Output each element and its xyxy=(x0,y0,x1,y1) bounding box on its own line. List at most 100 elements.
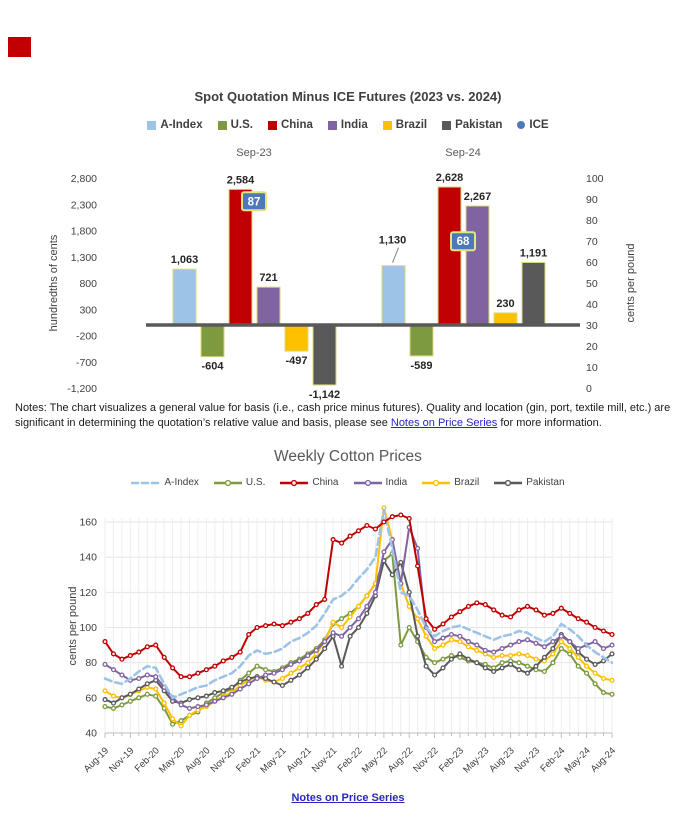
svg-text:Aug-21: Aug-21 xyxy=(284,745,313,774)
svg-text:-604: -604 xyxy=(201,361,224,373)
svg-text:60: 60 xyxy=(85,692,97,704)
svg-text:80: 80 xyxy=(586,215,598,227)
svg-text:May-21: May-21 xyxy=(258,745,288,775)
line-chart-legend: A-Index U.S. China India Brazil Pakistan xyxy=(0,477,696,488)
legend-label: Pakistan xyxy=(455,119,503,131)
svg-text:Aug-24: Aug-24 xyxy=(589,745,618,774)
svg-text:230: 230 xyxy=(496,298,514,310)
svg-text:Feb-23: Feb-23 xyxy=(437,745,466,774)
svg-text:40: 40 xyxy=(586,299,598,311)
svg-text:cents per pound: cents per pound xyxy=(625,244,637,323)
svg-text:Aug-20: Aug-20 xyxy=(183,745,212,774)
legend-label: Brazil xyxy=(454,477,480,488)
svg-text:Aug-22: Aug-22 xyxy=(386,745,415,774)
legend-line-sample xyxy=(213,479,242,486)
svg-text:Nov-23: Nov-23 xyxy=(513,745,542,774)
svg-text:Feb-20: Feb-20 xyxy=(133,745,162,774)
svg-text:-589: -589 xyxy=(410,360,432,372)
svg-text:2,800: 2,800 xyxy=(71,173,97,185)
legend-item-a-index: A-Index xyxy=(131,477,199,488)
legend-item-pakistan: Pakistan xyxy=(493,477,565,488)
svg-text:20: 20 xyxy=(586,341,598,353)
svg-text:300: 300 xyxy=(79,304,97,316)
legend-label: Pakistan xyxy=(526,477,565,488)
svg-text:721: 721 xyxy=(259,272,277,284)
svg-text:-497: -497 xyxy=(285,355,307,367)
legend-item-brazil: Brazil xyxy=(382,119,428,131)
legend-item-a-index: A-Index xyxy=(147,119,203,131)
legend-item-india: India xyxy=(327,119,368,131)
notes-text: Notes: The chart visualizes a general va… xyxy=(15,401,683,431)
svg-text:May-23: May-23 xyxy=(461,745,491,775)
legend-item-china: China xyxy=(267,119,313,131)
line-chart-canvas: 406080100120140160Aug-19Nov-19Feb-20May-… xyxy=(67,505,618,776)
notes-price-series-link[interactable]: Notes on Price Series xyxy=(390,417,498,430)
svg-text:100: 100 xyxy=(586,173,604,185)
svg-text:May-20: May-20 xyxy=(157,745,187,775)
svg-text:Nov-19: Nov-19 xyxy=(107,745,136,774)
notes-suffix: for more information. xyxy=(497,417,602,430)
legend-swatch xyxy=(442,120,452,130)
legend-swatch xyxy=(267,120,277,130)
svg-text:800: 800 xyxy=(79,278,97,290)
svg-text:1,130: 1,130 xyxy=(379,235,407,247)
svg-text:2,300: 2,300 xyxy=(71,199,97,211)
svg-text:Feb-24: Feb-24 xyxy=(538,745,567,774)
svg-text:-1,142: -1,142 xyxy=(309,389,340,401)
svg-text:2,584: 2,584 xyxy=(227,174,255,186)
svg-text:160: 160 xyxy=(79,517,97,529)
legend-item-u-s-: U.S. xyxy=(213,477,265,488)
bar-chart-title: Spot Quotation Minus ICE Futures (2023 v… xyxy=(194,89,502,104)
footer-price-series-link[interactable]: Notes on Price Series xyxy=(291,792,405,804)
legend-item-pakistan: Pakistan xyxy=(442,119,502,131)
legend-label: India xyxy=(385,477,408,488)
legend-item-china: China xyxy=(279,477,339,488)
svg-text:Nov-21: Nov-21 xyxy=(310,745,339,774)
svg-text:80: 80 xyxy=(85,657,97,669)
svg-text:10: 10 xyxy=(586,362,598,374)
legend-item-u-s-: U.S. xyxy=(217,119,253,131)
bar-chart-canvas: Sep-23 Sep-242,8002,3001,8001,300800300-2… xyxy=(48,147,637,401)
svg-text:60: 60 xyxy=(586,257,598,269)
legend-label: Brazil xyxy=(395,119,428,131)
svg-text:Sep-24: Sep-24 xyxy=(445,147,480,159)
svg-text:1,063: 1,063 xyxy=(171,254,199,266)
svg-text:Nov-20: Nov-20 xyxy=(208,745,237,774)
legend-swatch xyxy=(327,120,337,130)
red-logo-mark xyxy=(8,37,31,57)
svg-text:Feb-21: Feb-21 xyxy=(234,745,263,774)
legend-swatch xyxy=(147,120,157,130)
svg-text:Feb-22: Feb-22 xyxy=(336,745,365,774)
svg-text:40: 40 xyxy=(85,728,97,740)
bar-chart-legend: A-Index U.S. China India Brazil Pakistan ICE xyxy=(0,119,696,131)
svg-text:-700: -700 xyxy=(76,357,97,369)
legend-swatch xyxy=(382,120,392,130)
svg-text:0: 0 xyxy=(586,383,592,395)
svg-text:2,628: 2,628 xyxy=(436,172,464,184)
svg-text:2,267: 2,267 xyxy=(464,191,492,203)
svg-text:68: 68 xyxy=(457,236,470,248)
svg-text:1,300: 1,300 xyxy=(71,252,97,264)
legend-label: A-Index xyxy=(160,119,203,131)
line-chart-title: Weekly Cotton Prices xyxy=(274,448,422,465)
svg-text:70: 70 xyxy=(586,236,598,248)
legend-line-sample xyxy=(422,479,451,486)
legend-swatch xyxy=(217,120,227,130)
svg-text:Aug-23: Aug-23 xyxy=(487,745,516,774)
legend-label: India xyxy=(340,119,368,131)
svg-text:100: 100 xyxy=(79,622,97,634)
svg-text:cents per pound: cents per pound xyxy=(67,587,79,666)
svg-text:90: 90 xyxy=(586,194,598,206)
svg-text:-1,200: -1,200 xyxy=(67,383,97,395)
svg-text:30: 30 xyxy=(586,320,598,332)
legend-line-sample xyxy=(353,479,382,486)
svg-text:-200: -200 xyxy=(76,331,97,343)
legend-item-ice: ICE xyxy=(517,119,549,131)
legend-label: China xyxy=(280,119,313,131)
svg-text:Sep-23: Sep-23 xyxy=(236,147,271,159)
svg-text:120: 120 xyxy=(79,587,97,599)
svg-text:87: 87 xyxy=(248,196,261,208)
legend-line-sample xyxy=(494,479,523,486)
legend-line-sample xyxy=(280,479,309,486)
